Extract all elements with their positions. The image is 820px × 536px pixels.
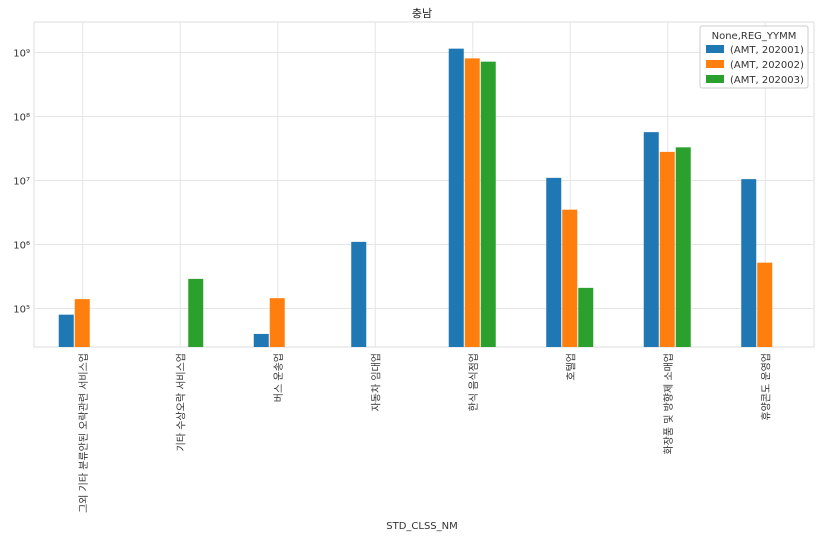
legend-label: (AMT, 202003): [730, 75, 804, 86]
bar: [546, 177, 562, 347]
x-tick-label: 버스 운송업: [272, 353, 285, 402]
bar: [757, 262, 773, 347]
legend-swatch: [706, 45, 724, 53]
bar: [448, 48, 464, 347]
bar: [464, 58, 480, 347]
y-tick-label: 10⁷: [13, 177, 30, 188]
x-tick-label: 휴양콘도 운영업: [759, 353, 772, 421]
bar: [741, 179, 757, 347]
legend-label: (AMT, 202002): [730, 60, 804, 71]
y-tick-label: 10⁹: [13, 49, 30, 60]
chart-title: 충남: [412, 7, 432, 20]
x-axis-label: STD_CLSS_NM: [386, 521, 458, 532]
legend-swatch: [706, 75, 724, 83]
bar: [74, 299, 90, 347]
x-tick-label: 화장품 및 방향제 소매업: [662, 353, 675, 455]
plot-area: [33, 21, 815, 348]
bar: [188, 278, 204, 347]
legend-label: (AMT, 202001): [730, 45, 804, 56]
bar: [58, 314, 74, 347]
x-tick-label: 한식 음식점업: [467, 353, 480, 411]
x-tick-label: 호텔업: [564, 353, 577, 381]
legend-title: None,REG_YYMM: [712, 31, 797, 42]
y-tick-label: 10⁶: [13, 240, 30, 251]
bar: [675, 147, 691, 347]
y-axis-ticks: 10⁵ 10⁶ 10⁷ 10⁸ 10⁹: [13, 49, 30, 316]
bar: [269, 298, 285, 347]
legend-swatch: [706, 60, 724, 68]
legend: None,REG_YYMM (AMT, 202001) (AMT, 202002)…: [699, 25, 809, 89]
bar: [351, 241, 367, 347]
x-tick-label: 기타 수상오락 서비스업: [174, 353, 187, 451]
bar: [659, 151, 675, 347]
bar: [643, 132, 659, 347]
x-tick-label: 자동차 임대업: [369, 353, 382, 411]
bar: [253, 333, 269, 347]
bar: [578, 287, 594, 347]
y-tick-label: 10⁸: [13, 113, 30, 124]
bar: [480, 61, 496, 347]
bar: [562, 209, 578, 347]
x-tick-label: 그외 기타 분류안된 오락관련 서비스업: [77, 353, 90, 513]
bars: [58, 48, 773, 347]
legend-box: [699, 25, 809, 89]
x-axis-ticks: 그외 기타 분류안된 오락관련 서비스업 기타 수상오락 서비스업 버스 운송업 자동…: [77, 353, 773, 513]
y-tick-label: 10⁵: [13, 304, 30, 315]
